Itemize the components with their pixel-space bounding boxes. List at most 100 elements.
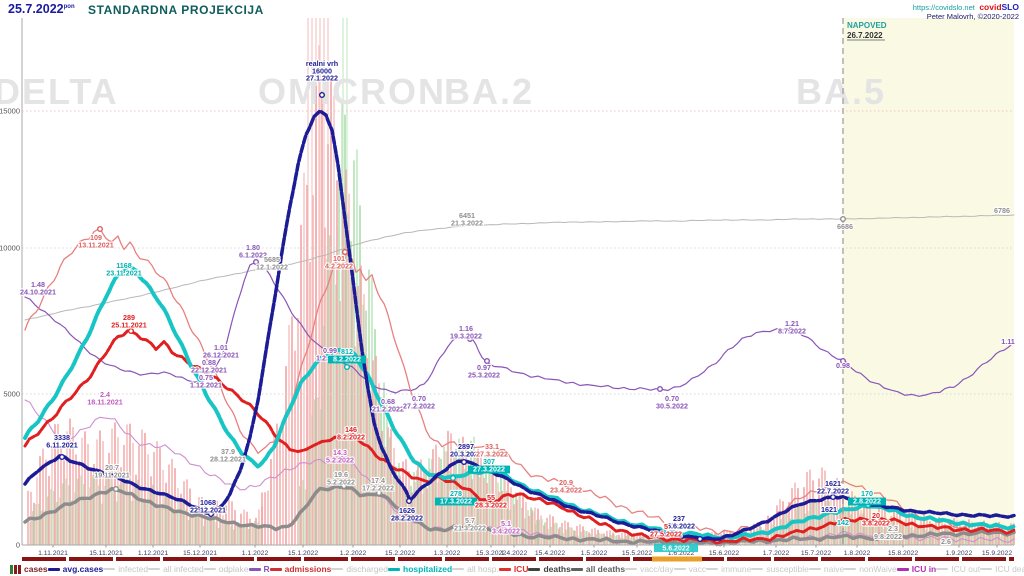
annotation: realni vrh 16000 27.1.2022 (306, 59, 338, 82)
y-tick-label: 15000 (0, 107, 20, 116)
legend-item-label: discharged (346, 564, 389, 574)
series-dash-icon (751, 568, 764, 570)
x-tick-label: 1.9.2022 (946, 550, 973, 557)
annotation: 20.7 19.11.2021 (94, 463, 130, 479)
annotation: 1621 22.7.2022 (817, 479, 849, 495)
annotation: 14.3 5.2.2022 (326, 448, 354, 464)
annotation: 6686 (837, 222, 853, 231)
annotation: 5.1 3.4.2022 (492, 519, 520, 535)
legend-item-label: cases (24, 564, 48, 574)
site-link[interactable]: https://covidslo.net (912, 3, 975, 12)
legend-item-vacc[interactable]: vacc (673, 564, 707, 574)
annotation: 19.6 5.2.2022 (327, 470, 355, 486)
annotation: 0.68 21.2.2022 (372, 397, 404, 413)
header-right: https://covidslo.net covidSLO Peter Malo… (912, 1, 1019, 22)
legend-item-deaths[interactable]: deaths (528, 564, 571, 574)
annotation: 0.70 27.2.2022 (403, 394, 435, 410)
series-dash-icon (528, 567, 541, 571)
annotation: 0.97 25.3.2022 (468, 363, 500, 379)
annotation: 5.7 21.3.2022 (454, 516, 486, 532)
legend-item-all-deaths[interactable]: all deaths (570, 564, 625, 574)
y-tick-label: 10000 (0, 244, 20, 253)
series-dash-icon (808, 568, 821, 570)
annotation: 3338 6.11.2021 (46, 433, 78, 449)
annotation: 237 15.6.2022 (663, 514, 695, 530)
legend-item-label: nonWaive (859, 564, 897, 574)
annotation: 278 17.3.2022 (440, 489, 472, 505)
series-dash-icon (936, 568, 949, 570)
annotation: 1068 22.12.2021 (190, 498, 226, 514)
legend-item-nonwaive[interactable]: nonWaive (844, 564, 897, 574)
legend-item-icu-out[interactable]: ICU out (936, 564, 980, 574)
annotation: 1.01 26.12.2021 (203, 343, 239, 359)
page-title: STANDARDNA PROJEKCIJA (88, 3, 264, 17)
x-tick-label: 15.3.2022 (476, 550, 506, 557)
report-date-value: 25.7.2022 (8, 2, 64, 16)
legend-item-infected[interactable]: infected (103, 564, 148, 574)
legend-item-label: R (263, 564, 270, 574)
brand-slo: SLO (1001, 2, 1019, 12)
legend-item-vacc-day[interactable]: vacc/day (625, 564, 674, 574)
legend-item-label: all hosp. (467, 564, 499, 574)
x-tick-label: 15.11.2021 (89, 550, 123, 557)
brand-covid: covid (979, 2, 1002, 12)
legend-item-r[interactable]: R (248, 564, 270, 574)
x-tick-label: 1.1.2022 (242, 550, 269, 557)
legend-item-label: immune (721, 564, 752, 574)
daily-case-bars (27, 45, 1015, 546)
x-tick-label: 1.7.2022 (763, 550, 790, 557)
legend-item-admissions[interactable]: admissions (269, 564, 331, 574)
watermark-ba.2: BA.2 (444, 71, 534, 112)
legend-item-icu-deaths[interactable]: ICU deaths (980, 564, 1024, 574)
legend-item-label: deaths (543, 564, 571, 574)
x-tick-label: 1.11.2021 (38, 550, 68, 557)
watermark-ba.5: BA.5 (796, 71, 886, 112)
annotation: 1626 28.2.2022 (391, 506, 423, 522)
legend-item-all-hosp-[interactable]: all hosp. (452, 564, 499, 574)
annotation: 812 8.2.2022 (333, 347, 361, 363)
annotation: 2.6 (941, 537, 951, 546)
legend-item-cases[interactable]: cases (10, 564, 48, 574)
annotation: 37.9 28.12.2021 (210, 447, 246, 463)
series-dash-icon (103, 568, 116, 570)
legend-item-odplake[interactable]: odplake (203, 564, 249, 574)
annotation: 5685 12.1.2022 (256, 255, 288, 271)
legend-item-icu[interactable]: ICU (498, 564, 529, 574)
legend-item-hospitalized[interactable]: hospitalized (388, 564, 452, 574)
annotation: 20 3.8.2022 (862, 511, 890, 527)
legend-item-label: avg.cases (62, 564, 104, 574)
annotation: 6786 (994, 206, 1010, 215)
series-dash-icon (498, 567, 511, 571)
x-tick-label: 15.6.2022 (709, 550, 739, 557)
legend-item-label: all infected (163, 564, 204, 574)
annotation: 142 (837, 518, 849, 527)
legend-item-avg-cases[interactable]: avg.cases (47, 564, 104, 574)
legend-item-label: ICU (513, 564, 529, 574)
legend-item-label: odplake (218, 564, 249, 574)
legend-item-naive[interactable]: naive (808, 564, 844, 574)
series-all-hosp- (24, 214, 1015, 321)
cases-bars-icon (10, 564, 21, 574)
annotation: 101 4.2.2022 (325, 254, 353, 270)
legend-item-susceptible[interactable]: susceptible (751, 564, 809, 574)
legend-item-discharged[interactable]: discharged (331, 564, 388, 574)
napoved-date: 26.7.2022 (847, 31, 883, 40)
annotation: 0.70 30.5.2022 (656, 394, 688, 410)
annotation: 55 28.3.2022 (475, 493, 507, 509)
legend-item-icu-in[interactable]: ICU in (896, 564, 936, 574)
forecast-region (843, 18, 1014, 545)
series-dash-icon (844, 568, 857, 570)
series-avg-cases (23, 109, 1016, 541)
legend-item-all-infected[interactable]: all infected (148, 564, 204, 574)
x-tick-label: 1.12.2021 (138, 550, 168, 557)
legend-item-label: vacc/day (640, 564, 674, 574)
x-tick-label: 15.8.2022 (888, 550, 918, 557)
watermark-delta: DELTA (0, 71, 119, 112)
series-dash-icon (203, 568, 216, 570)
author-credit: Peter Malovrh, ©2020-2022 (926, 12, 1019, 21)
legend-item-label: vacc (688, 564, 707, 574)
legend-item-immune[interactable]: immune (706, 564, 751, 574)
series-hospitalized (23, 263, 1016, 541)
